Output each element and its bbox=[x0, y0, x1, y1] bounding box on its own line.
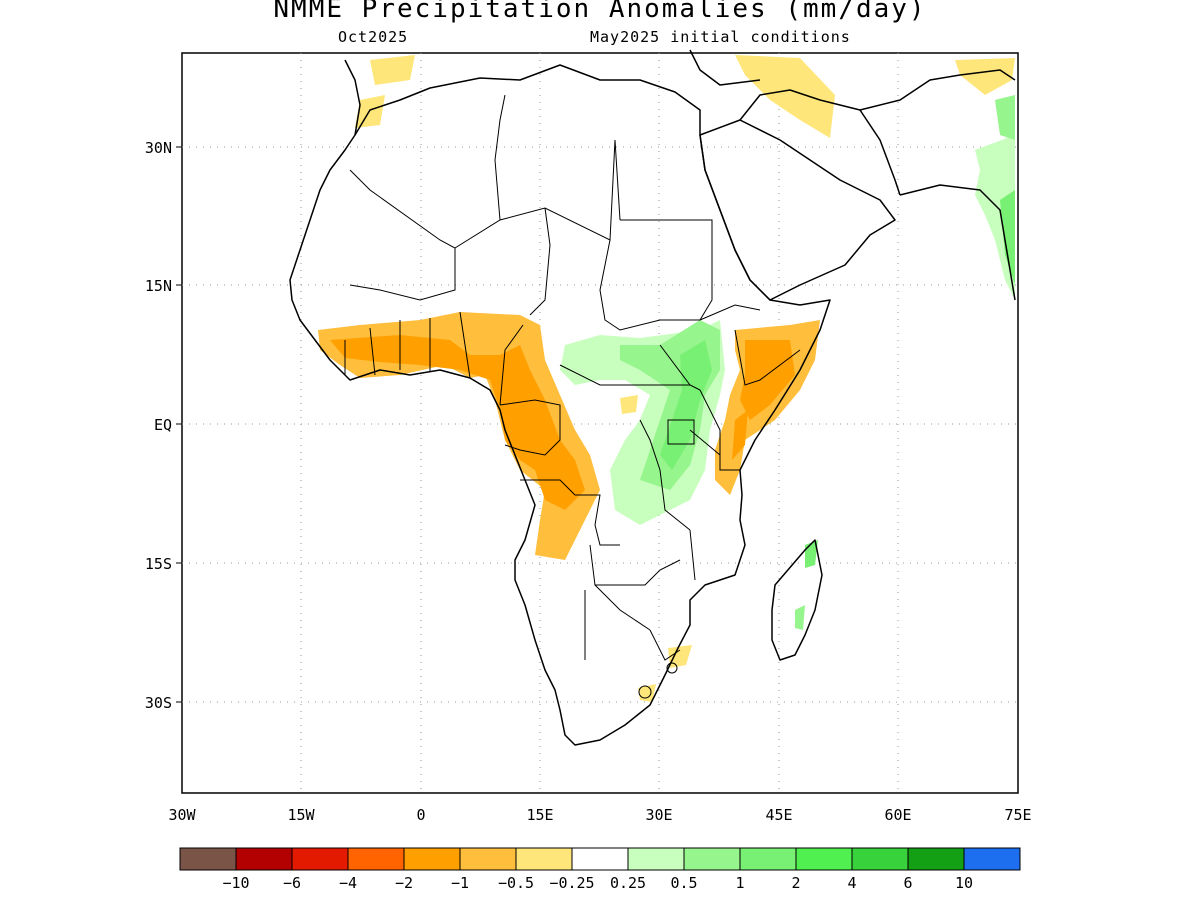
lon-tick-labels: 30W 15W 0 15E 30E 45E 60E 75E bbox=[168, 806, 1031, 824]
colorbar-swatch bbox=[347, 847, 405, 871]
colorbar-label: −2 bbox=[395, 874, 413, 892]
colorbar-label: −1 bbox=[451, 874, 469, 892]
colorbar-swatch bbox=[291, 847, 349, 871]
forecast-month: Oct2025 bbox=[338, 28, 409, 46]
gridlines bbox=[182, 53, 1018, 793]
map-frame bbox=[181, 52, 1019, 794]
country-borders bbox=[344, 94, 801, 699]
lat-tick-label: 15S bbox=[145, 555, 172, 573]
lat-tick-label: EQ bbox=[154, 416, 172, 434]
colorbar-label: −0.5 bbox=[498, 874, 534, 892]
colorbar-swatch bbox=[403, 847, 461, 871]
lon-tick-label: 45E bbox=[765, 806, 792, 824]
anomaly-shading bbox=[318, 55, 1015, 702]
lon-tick-label: 0 bbox=[416, 806, 425, 824]
colorbar-label: 0.25 bbox=[610, 874, 646, 892]
lat-tick-labels: 30N 15N EQ 15S 30S bbox=[145, 139, 182, 712]
lat-tick-label: 30S bbox=[145, 694, 172, 712]
lon-tick-label: 75E bbox=[1004, 806, 1031, 824]
colorbar-label: 6 bbox=[903, 874, 912, 892]
colorbar-swatch bbox=[739, 847, 797, 871]
lat-tick-label: 30N bbox=[145, 139, 172, 157]
colorbar-swatch bbox=[907, 847, 965, 871]
colorbar-swatch bbox=[179, 847, 237, 871]
colorbar-swatch bbox=[235, 847, 293, 871]
colorbar-swatch bbox=[683, 847, 741, 871]
colorbar-swatch bbox=[515, 847, 573, 871]
colorbar-label: 10 bbox=[955, 874, 973, 892]
map-title: NMME Precipitation Anomalies (mm/day) bbox=[273, 0, 927, 24]
colorbar bbox=[179, 847, 1021, 871]
colorbar-swatch bbox=[795, 847, 853, 871]
lon-tick-label: 15E bbox=[526, 806, 553, 824]
colorbar-label: −0.25 bbox=[549, 874, 594, 892]
colorbar-label: −10 bbox=[222, 874, 249, 892]
lon-tick-label: 60E bbox=[884, 806, 911, 824]
colorbar-swatch bbox=[571, 847, 629, 871]
colorbar-label: −6 bbox=[283, 874, 301, 892]
lon-tick-label: 30E bbox=[645, 806, 672, 824]
lat-tick-label: 15N bbox=[145, 277, 172, 295]
colorbar-label: −4 bbox=[339, 874, 357, 892]
coastlines bbox=[289, 49, 1016, 746]
colorbar-label: 0.5 bbox=[670, 874, 697, 892]
colorbar-label: 2 bbox=[791, 874, 800, 892]
lon-tick-label: 15W bbox=[287, 806, 315, 824]
colorbar-label: 1 bbox=[735, 874, 744, 892]
colorbar-swatch bbox=[627, 847, 685, 871]
colorbar-label: 4 bbox=[847, 874, 856, 892]
colorbar-swatch bbox=[459, 847, 517, 871]
colorbar-swatch bbox=[963, 847, 1021, 871]
lon-tick-label: 30W bbox=[168, 806, 196, 824]
initial-conditions: May2025 initial conditions bbox=[590, 28, 851, 46]
colorbar-labels: −10 −6 −4 −2 −1 −0.5 −0.25 0.25 0.5 1 2 4 6 10 bbox=[222, 874, 973, 892]
colorbar-swatch bbox=[851, 847, 909, 871]
